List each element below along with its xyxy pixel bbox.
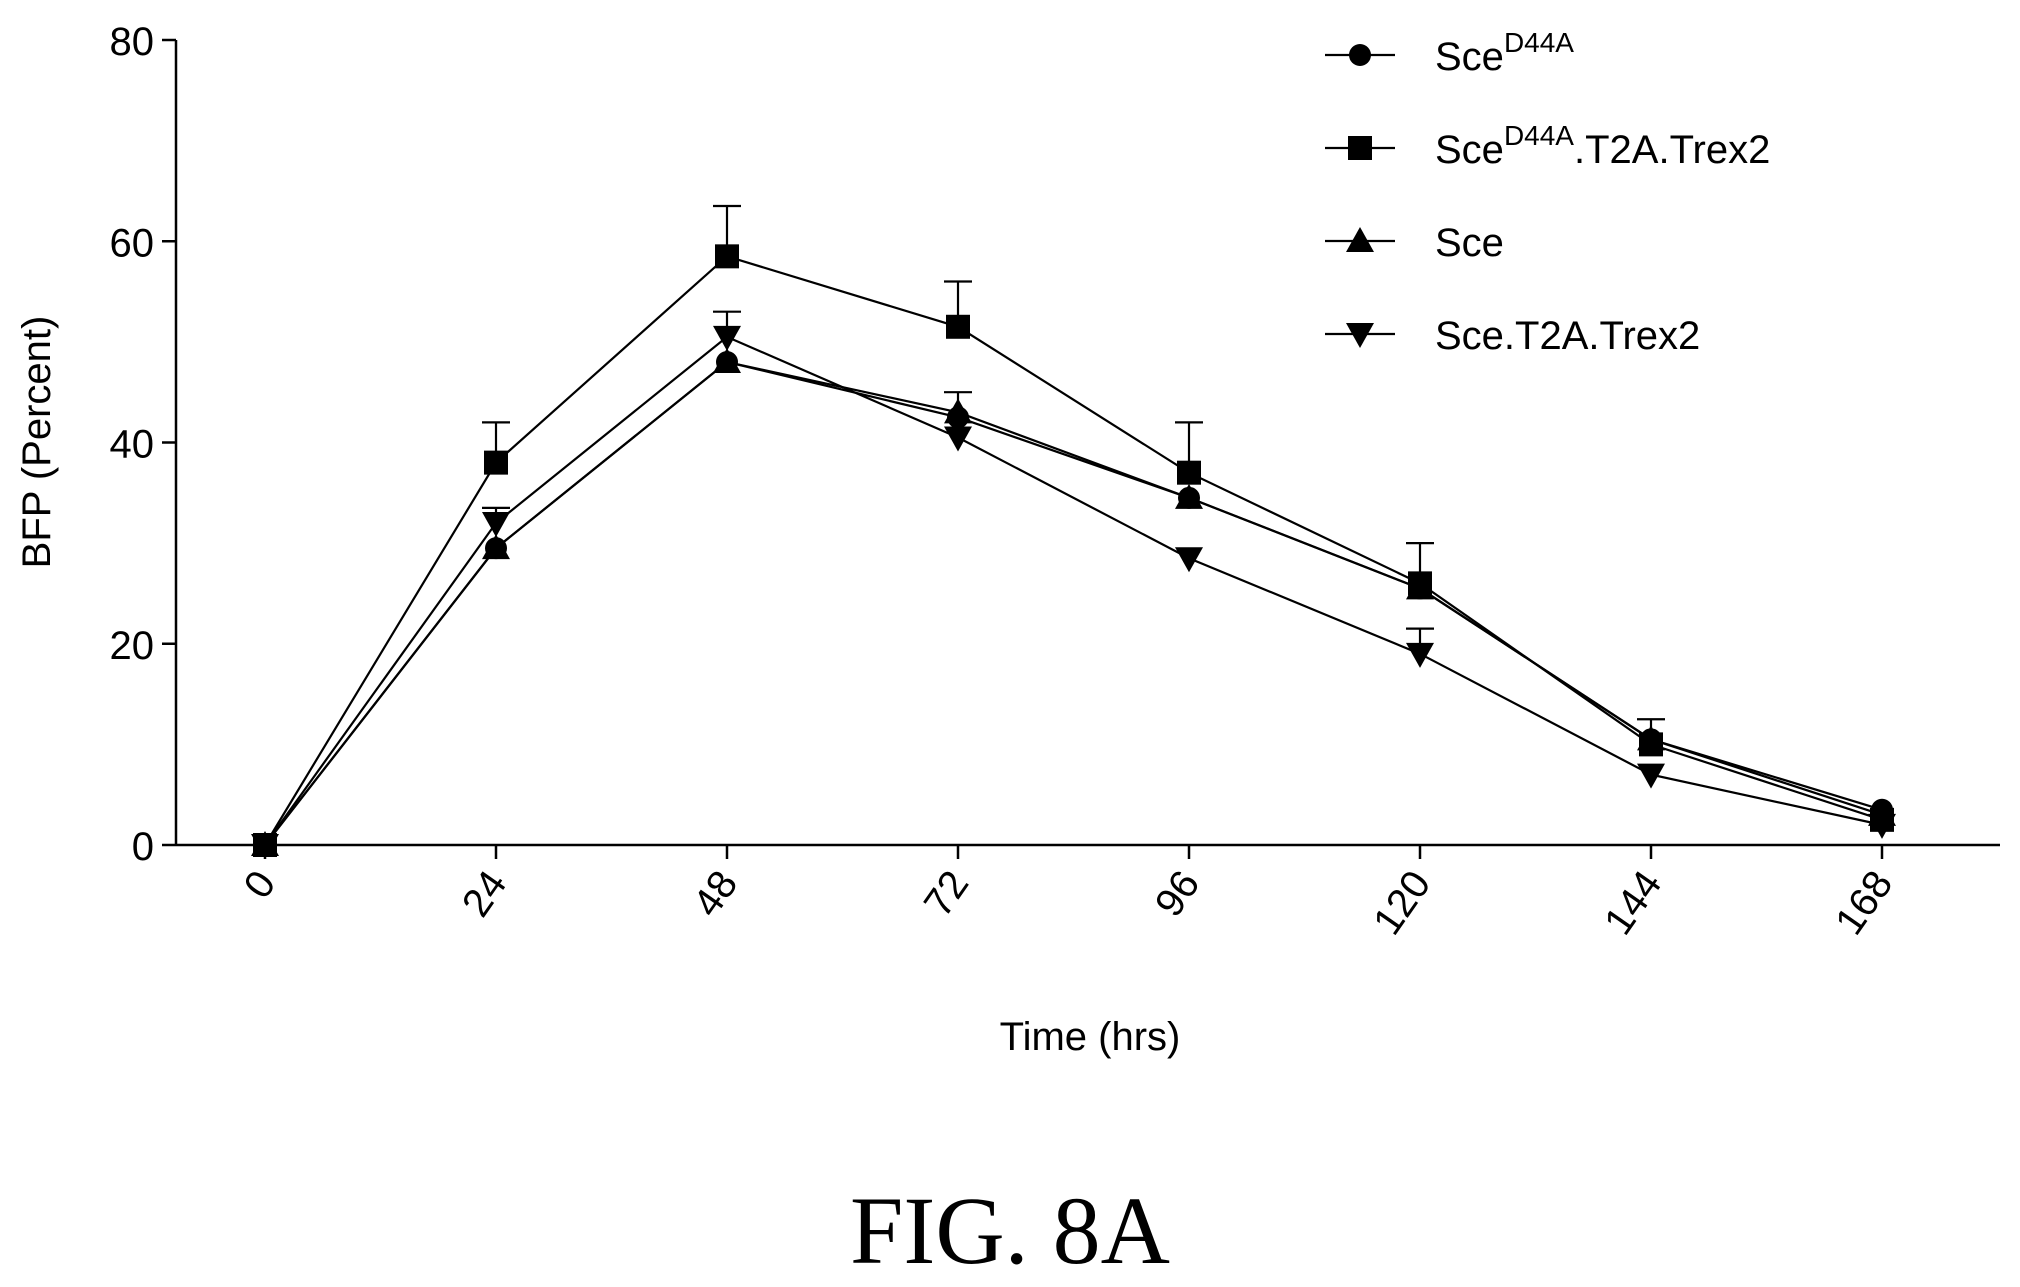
y-tick-label: 0 (132, 825, 154, 869)
x-tick-label: 168 (1827, 863, 1901, 943)
x-tick-label: 72 (916, 863, 978, 925)
series-line (264, 360, 1883, 846)
legend-marker (1346, 227, 1374, 252)
data-point (1177, 460, 1201, 485)
legend-entry: SceD44A.T2A.Trex2 (1325, 120, 1770, 172)
data-point (1406, 642, 1434, 668)
legend-entry: Sce (1325, 221, 1504, 265)
data-point (251, 834, 279, 859)
legend-label: Sce.T2A.Trex2 (1435, 314, 1700, 358)
legend-entry: SceD44A (1325, 27, 1574, 79)
series-square (253, 204, 1894, 857)
x-tick-label: 0 (236, 863, 285, 906)
data-point (944, 398, 972, 424)
y-tick-label: 40 (110, 423, 155, 467)
data-point (482, 534, 510, 560)
legend-entry: Sce.T2A.Trex2 (1325, 314, 1700, 358)
x-tick-label: 120 (1365, 863, 1439, 943)
data-point (946, 314, 970, 339)
figure-label: FIG. 8A (849, 1177, 1170, 1284)
chart-series (251, 204, 1896, 859)
y-axis-label: BFP (Percent) (15, 316, 59, 569)
series-line (264, 335, 1883, 846)
legend-label: Sce (1435, 221, 1504, 265)
data-point (1175, 547, 1203, 573)
x-axis-label: Time (hrs) (1000, 1015, 1181, 1059)
data-point (1868, 813, 1896, 839)
data-point (1175, 483, 1203, 509)
data-point (1406, 574, 1434, 600)
y-tick-label: 60 (110, 221, 155, 265)
legend-label: SceD44A.T2A.Trex2 (1435, 120, 1770, 172)
legend-marker (1346, 323, 1374, 348)
chart-legend: SceD44A SceD44A.T2A.Trex2 Sce Sce.T2A.Trex2 (1325, 27, 1770, 358)
x-tick-label: 48 (685, 863, 747, 925)
data-point (713, 348, 741, 373)
data-point (944, 426, 972, 452)
data-point (482, 512, 510, 537)
legend-label: SceD44A (1435, 27, 1574, 79)
y-tick-label: 80 (110, 20, 155, 64)
series-triangle-down (251, 310, 1896, 859)
data-point (1637, 763, 1665, 789)
legend-marker (1349, 44, 1371, 66)
data-point (715, 244, 739, 269)
data-point (1637, 725, 1665, 751)
x-tick-label: 144 (1596, 863, 1670, 943)
x-tick-label: 96 (1147, 863, 1209, 925)
series-line (264, 255, 1883, 846)
data-point (484, 450, 508, 475)
legend-marker (1348, 136, 1372, 160)
data-point (713, 325, 741, 351)
x-tick-label: 24 (454, 863, 516, 925)
y-tick-label: 20 (110, 624, 155, 668)
series-line (264, 360, 1883, 846)
